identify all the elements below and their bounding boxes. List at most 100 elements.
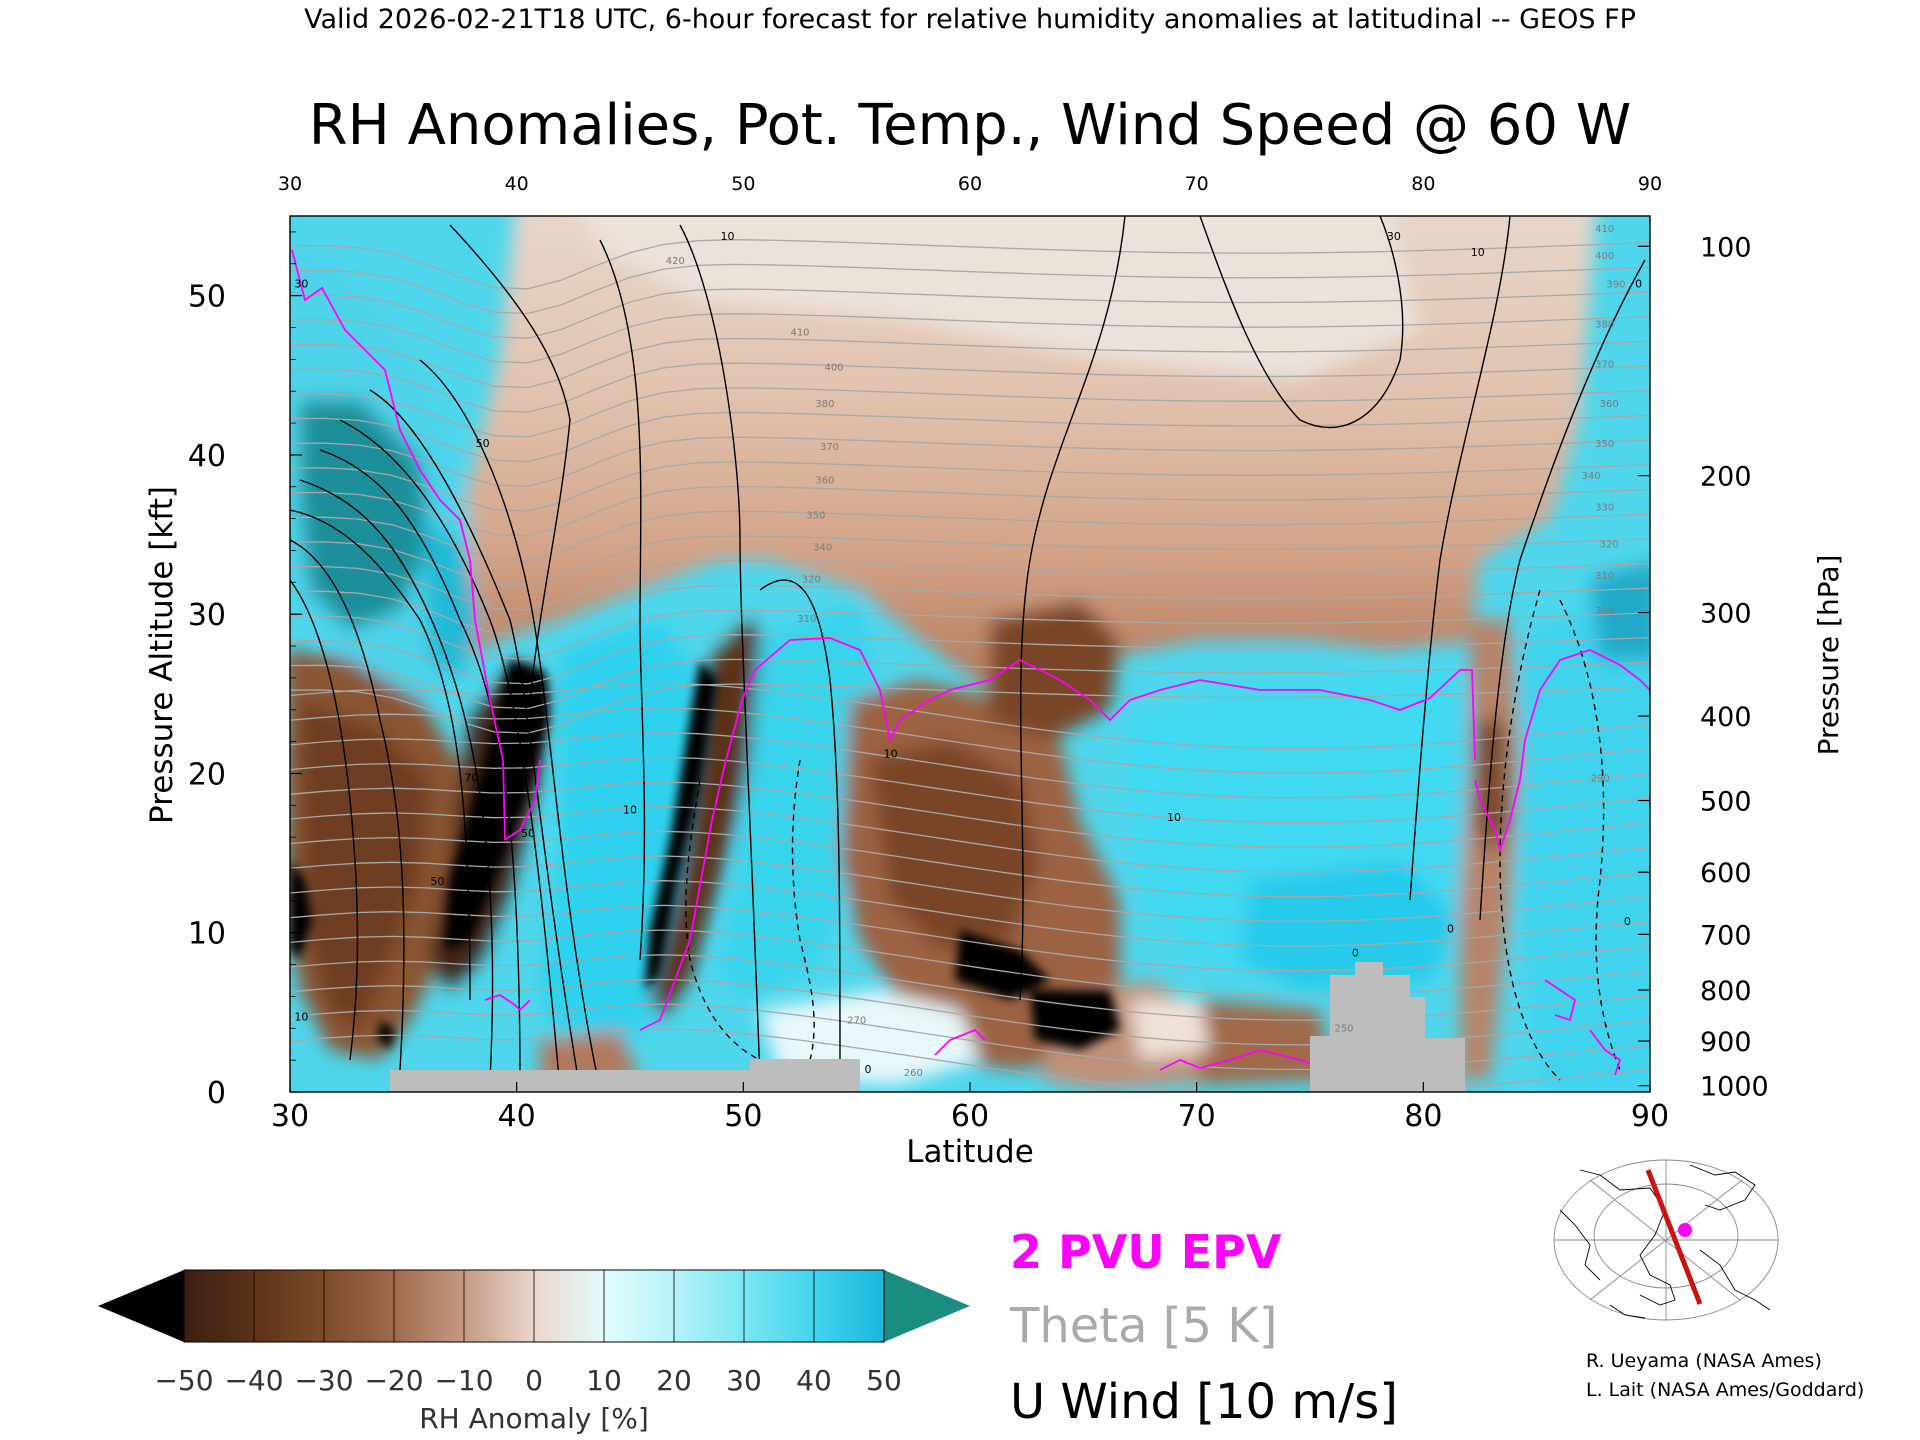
colorbar-tick-label: −40 [224,1364,283,1397]
theta-label: 380 [1595,319,1614,330]
wind-label: 10 [1167,811,1181,824]
y-tick-label: 20 [188,757,226,792]
theta-isoline [290,560,1650,611]
colorbar-tick-label: −20 [364,1364,423,1397]
theta-label: 420 [666,256,685,267]
colorbar-label: RH Anomaly [%] [419,1402,649,1435]
terrain-mask [390,962,1465,1092]
wind-isotach-negative [1559,599,1621,1071]
theta-isoline [290,461,1650,512]
theta-label: 310 [797,614,816,625]
x-tick-label: 50 [724,1099,762,1134]
top-tick-label: 30 [278,173,302,195]
chart-title: RH Anomalies, Pot. Temp., Wind Speed @ 6… [309,93,1631,158]
theta-label: 300 [1595,606,1614,617]
wind-isotach [449,224,571,701]
y-tick-label: 10 [188,917,226,952]
theta-isoline [290,510,1650,561]
pressure-tick-label: 1000 [1700,1072,1769,1103]
theta-label: 250 [1334,1023,1353,1034]
wind-label: 10 [1471,246,1485,259]
locator-map [1553,1159,1779,1321]
theta-label: 260 [904,1068,923,1079]
wind-isotach [679,224,761,1081]
wind-label: 10 [623,803,637,816]
pressure-tick-label: 900 [1700,1027,1752,1058]
theta-isoline [290,756,1650,824]
colorbar-segment [674,1270,745,1342]
wind-isotach [369,389,581,1091]
colorbar-segment [254,1270,325,1342]
theta-isoline [290,535,1650,586]
contour-labels: 420 410 400 380 370 360 350 340 320 310 410 400 390 3… [294,224,1642,1079]
legend-wind: U Wind [10 m/s] [1010,1374,1398,1430]
top-tick-label: 50 [731,173,755,195]
x-tick-label: 30 [271,1099,309,1134]
y-tick-label: 0 [207,1076,226,1111]
plot-area: 420 410 400 380 370 360 350 340 320 310 410 400 390 3… [290,216,1650,1092]
theta-isoline [290,609,1650,660]
wind-label: 0 [1624,915,1631,928]
theta-isoline [290,683,1650,734]
wind-isotach [290,579,359,1061]
right-pressure-ticks: 100 200 300 400 500 600 700 800 900 1000 [1638,232,1769,1103]
theta-isoline [290,313,1650,364]
colorbar-frame [183,1269,885,1343]
epv-2pvu-contour [291,249,1650,1076]
x-axis-label: Latitude [906,1134,1034,1170]
wind-isotach [319,449,521,1086]
theta-isoline [290,880,1650,947]
legend-theta: Theta [5 K] [1009,1298,1278,1354]
pressure-tick-label: 500 [1700,787,1752,818]
colorbar-tick-label: 20 [656,1364,692,1397]
wind-contours [290,216,1646,1091]
theta-label: 330 [1595,503,1614,514]
colorbar-segment [744,1270,815,1342]
pressure-tick-label: 700 [1700,920,1752,951]
theta-label: 370 [1595,359,1614,370]
top-tick-labels: 30 40 50 60 70 80 90 [278,173,1662,195]
x-tick-label: 70 [1178,1099,1216,1134]
wind-isotach [1019,216,1126,1001]
wind-isotach [1199,216,1404,429]
theta-label: 350 [1595,439,1614,450]
wind-isotach [299,479,494,1081]
colorbar-tick-label: 30 [726,1364,762,1397]
colorbar-segment [534,1270,605,1342]
pressure-tick-label: 400 [1700,702,1752,733]
colorbar-segment [324,1270,395,1342]
theta-isoline [290,485,1650,537]
colorbar-segment [814,1270,885,1342]
wind-label: 50 [476,437,490,450]
wind-isotach [759,579,841,1071]
bottom-ticks: 30 40 50 60 70 80 90 [271,1082,1669,1134]
top-tick-label: 60 [958,173,982,195]
wind-label: 10 [884,748,898,761]
colorbar: −50 −40 −30 −20 −10 0 10 20 30 40 50 RH Anomaly [%… [98,1269,970,1435]
left-ticks: 0 10 20 30 40 50 [188,231,302,1111]
theta-label: 370 [820,442,839,453]
theta-isoline [290,781,1650,848]
theta-label: 360 [1600,399,1619,410]
theta-label: 390 [1606,280,1625,291]
colorbar-under-arrow [98,1270,184,1342]
colorbar-tick-label: 40 [796,1364,832,1397]
colorbar-tick-label: 50 [866,1364,902,1397]
theta-isoline [290,239,1650,290]
wind-isotach [290,539,405,1071]
section-marker [1678,1223,1692,1237]
theta-label: 410 [790,327,809,338]
wind-label: 0 [1352,947,1359,960]
wind-isotach [339,419,561,1091]
colorbar-tick-label: −10 [434,1364,493,1397]
y2-axis-label: Pressure [hPa] [1812,555,1845,756]
theta-isoline [290,411,1650,463]
wind-label: 30 [1387,230,1401,243]
colorbar-segment [394,1270,465,1342]
pressure-tick-label: 600 [1700,858,1752,889]
x-tick-label: 80 [1404,1099,1442,1134]
top-tick-label: 80 [1411,173,1435,195]
y-axis-label: Pressure Altitude [kft] [144,486,180,824]
wind-label: 70 [464,771,478,784]
